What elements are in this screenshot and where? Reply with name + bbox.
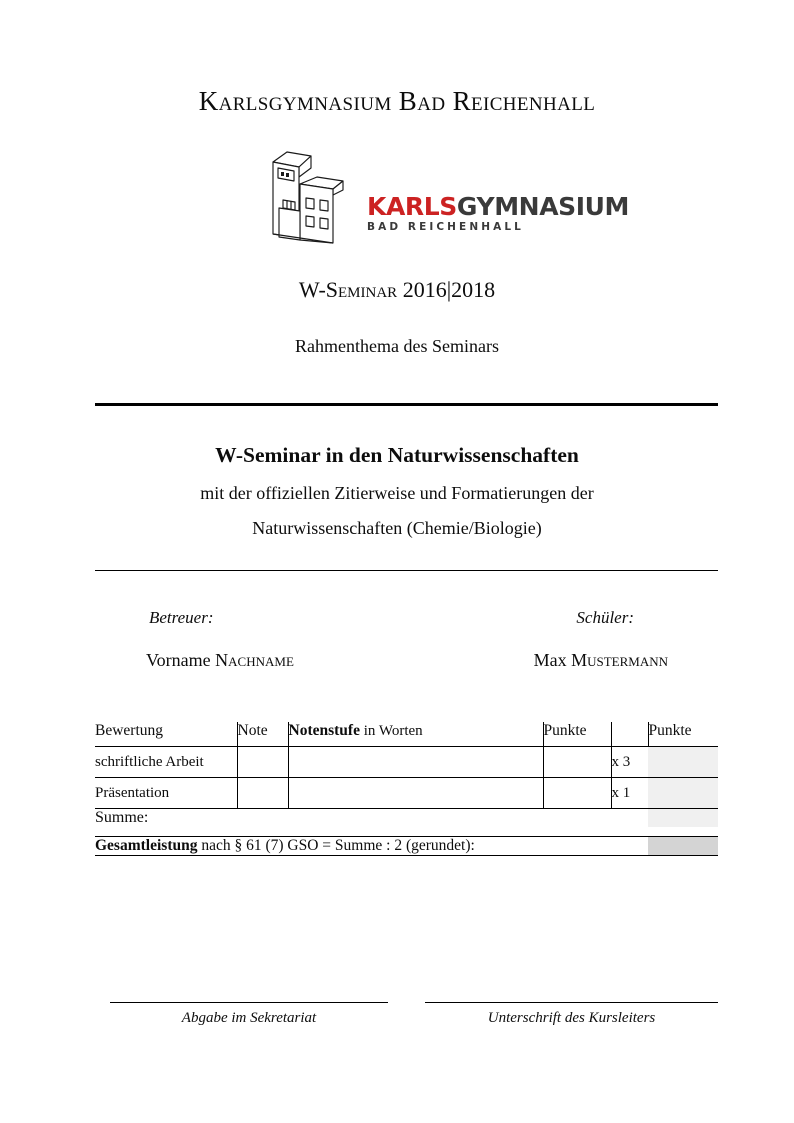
table-row-total: Gesamtleistung nach § 61 (7) GSO = Summe…	[95, 836, 718, 856]
spacer-cell	[95, 827, 648, 837]
school-building-icon	[272, 151, 344, 244]
student-name: Max Mustermann	[534, 650, 668, 671]
seminar-subtitle-line2: Naturwissenschaften (Chemie/Biologie)	[252, 518, 542, 538]
logo-wordmark: KARLSGYMNASIUM BAD REICHENHALL	[367, 194, 629, 233]
total-label-rest: nach § 61 (7) GSO = Summe : 2 (gerundet)…	[197, 837, 475, 854]
column-header-punkte-left: Punkte	[542, 722, 611, 747]
row-label-praesentation: Präsentation	[95, 784, 170, 801]
input-punkte-praesentation[interactable]	[542, 777, 611, 809]
column-header-note: Note	[236, 722, 288, 747]
framework-topic-label: Rahmenthema des Seminars	[295, 336, 499, 356]
seminar-years: 2016|2018	[397, 277, 496, 302]
input-notenstufe-praesentation[interactable]	[287, 777, 543, 809]
input-note-schriftliche-arbeit[interactable]	[236, 746, 288, 778]
sum-label: Summe:	[95, 809, 149, 826]
sum-value[interactable]	[648, 808, 718, 827]
signature-label-secretariat: Abgabe im Sekretariat	[181, 1010, 317, 1027]
row-label-schriftliche-arbeit: schriftliche Arbeit	[95, 753, 204, 770]
seminar-subtitle-line1: mit der offiziellen Zitierweise und Form…	[200, 483, 594, 503]
signature-label-kursleiter: Unterschrift des Kursleiters	[487, 1010, 656, 1027]
factor-praesentation: x 1	[610, 777, 648, 809]
seminar-line: W-Seminar 2016|2018	[0, 277, 794, 303]
column-header-notenstufe-rest: in Worten	[359, 723, 423, 739]
input-note-praesentation[interactable]	[236, 777, 288, 809]
people-block: Betreuer: Schüler: Vorname Nachname Max …	[95, 608, 718, 671]
logo-text-bad-reichenhall: BAD REICHENHALL	[367, 221, 524, 233]
seminar-word: Seminar	[325, 277, 398, 302]
factor-schriftliche-arbeit: x 3	[610, 746, 648, 778]
result-schriftliche-arbeit[interactable]	[648, 746, 718, 778]
logo-text-gymnasium: GYMNASIUM	[456, 192, 630, 221]
student-role-label: Schüler:	[576, 608, 634, 627]
student-lastname: Mustermann	[571, 650, 668, 670]
signature-line	[425, 1002, 718, 1004]
signature-block-kursleiter: Unterschrift des Kursleiters	[425, 1002, 718, 1027]
signature-line	[110, 1002, 388, 1004]
table-row: schriftliche Arbeit x 3	[95, 746, 718, 778]
signature-block-secretariat: Abgabe im Sekretariat	[110, 1002, 388, 1027]
column-header-notenstufe-bold: Notenstufe	[288, 722, 360, 739]
supervisor-firstname: Vorname	[146, 650, 216, 670]
supervisor-lastname: Nachname	[215, 650, 294, 670]
input-punkte-schriftliche-arbeit[interactable]	[542, 746, 611, 778]
divider-top	[95, 403, 718, 406]
table-row-sum: Summe:	[95, 808, 718, 827]
spacer-cell	[648, 827, 718, 837]
student-firstname: Max	[533, 650, 572, 670]
input-notenstufe-schriftliche-arbeit[interactable]	[287, 746, 543, 778]
supervisor-name: Vorname Nachname	[146, 650, 294, 671]
total-value[interactable]	[648, 836, 718, 856]
column-header-notenstufe: Notenstufe in Worten	[287, 722, 543, 747]
table-header-row: Bewertung Note Notenstufe in Worten Punk…	[95, 722, 718, 747]
divider-middle	[95, 570, 718, 572]
page-title: Karlsgymnasium Bad Reichenhall	[198, 86, 596, 116]
school-logo: KARLSGYMNASIUM BAD REICHENHALL	[265, 148, 629, 248]
column-header-factor	[610, 722, 648, 747]
total-label: Gesamtleistung nach § 61 (7) GSO = Summe…	[95, 837, 648, 856]
total-label-bold: Gesamtleistung	[95, 837, 198, 854]
column-header-bewertung: Bewertung	[95, 722, 164, 739]
table-spacer-row	[95, 827, 718, 837]
result-praesentation[interactable]	[648, 777, 718, 809]
grading-table: Bewertung Note Notenstufe in Worten Punk…	[95, 722, 718, 856]
table-row: Präsentation x 1	[95, 777, 718, 809]
logo-text-karls: KARLS	[367, 192, 457, 221]
supervisor-role-label: Betreuer:	[149, 608, 214, 627]
column-header-punkte-right: Punkte	[647, 722, 718, 747]
seminar-title: W-Seminar in den Naturwissenschaften	[215, 443, 579, 467]
seminar-prefix: W-	[298, 277, 326, 302]
